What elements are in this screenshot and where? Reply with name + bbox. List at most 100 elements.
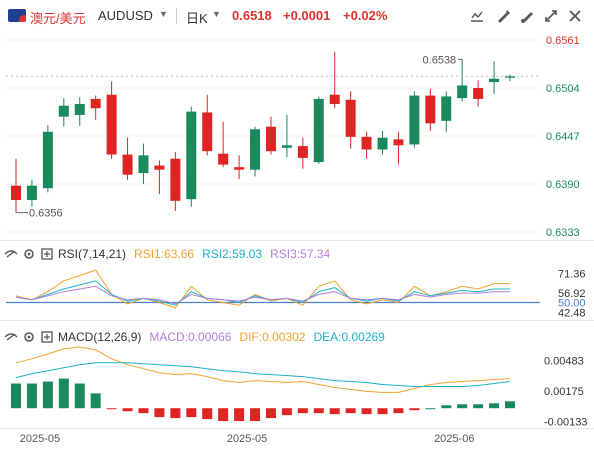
macd-axis-tick: 0.00483 (544, 355, 584, 367)
macd-bar (234, 408, 245, 422)
settings-gear-icon[interactable] (22, 330, 36, 344)
close-icon[interactable] (566, 7, 584, 25)
candle-body (441, 96, 452, 121)
toolbar: 澳元/美元 AUDUSD ▼ 日K ▼ 0.6518 +0.0001 +0.02… (0, 0, 594, 32)
candle-body (106, 94, 117, 155)
macd-bar (58, 378, 69, 409)
rsi-label: RSI(7,14,21) (58, 247, 127, 261)
rsi-line-rsi3 (15, 285, 510, 305)
macd-bar (186, 408, 197, 418)
candle-body (377, 137, 388, 150)
rsi-axis-tick: 50.00 (558, 298, 586, 310)
rsi-axis-tick: 71.36 (558, 269, 586, 281)
candle-body (505, 76, 515, 78)
macd-bar (393, 408, 404, 414)
date-axis-label: 2025-05 (227, 433, 267, 445)
price-change-pct: +0.02% (343, 8, 388, 23)
rsi3-value: RSI3:57.34 (270, 247, 331, 261)
macd-bar (90, 393, 101, 409)
macd-line-dif (15, 346, 511, 393)
chart-type-icon[interactable] (468, 7, 486, 25)
price-axis-tick: 0.6390 (546, 179, 580, 191)
macd-bar (138, 408, 149, 414)
toolbar-divider (176, 8, 177, 24)
price-axis-tick: 0.6447 (546, 131, 580, 143)
candle-body (265, 126, 276, 152)
date-axis-label: 2025-05 (20, 433, 60, 445)
settings-gear-icon[interactable] (22, 247, 36, 261)
candle-body (26, 185, 37, 200)
macd-bar (313, 408, 324, 414)
macd-bar (170, 408, 181, 419)
candle-body (42, 131, 53, 189)
candle-body (186, 111, 197, 200)
macd-axis-tick: -0.00133 (544, 416, 587, 428)
macd-bar (74, 383, 85, 409)
macd-header: MACD(12,26,9) MACD:0.00066 DIF:0.00302 D… (4, 329, 393, 345)
fullscreen-icon[interactable] (542, 7, 560, 25)
macd-bar (265, 408, 276, 419)
macd-bar (473, 404, 484, 409)
candle-body (90, 98, 101, 109)
macd-bar (441, 405, 452, 409)
macd-label: MACD(12,26,9) (58, 330, 142, 344)
price-axis-tick: 0.6561 (546, 35, 580, 47)
pane-divider (0, 320, 594, 321)
candle-body (11, 185, 21, 200)
symbol-label[interactable]: AUDUSD (98, 8, 153, 23)
macd-value: MACD:0.00066 (149, 330, 232, 344)
date-axis-label: 2025-06 (434, 433, 474, 445)
expand-box-icon[interactable] (40, 247, 54, 261)
candle-body (74, 104, 85, 115)
draw-icon[interactable] (494, 7, 512, 25)
candle-body (297, 146, 308, 158)
last-price: 0.6518 (232, 8, 272, 23)
candle-body (250, 129, 261, 170)
macd-bar (106, 408, 117, 410)
macd-bar (329, 408, 340, 415)
candle-body (393, 139, 404, 146)
macd-bar (122, 408, 133, 412)
macd-bar (505, 401, 515, 409)
macd-bar (345, 408, 356, 414)
macd-axis-tick: 0.00175 (544, 386, 584, 398)
expand-box-icon[interactable] (40, 330, 54, 344)
rsi-header: RSI(7,14,21) RSI1:63.66 RSI2:59.03 RSI3:… (4, 246, 338, 262)
candle-body (281, 145, 292, 148)
symbol-dropdown-icon[interactable]: ▼ (159, 9, 168, 19)
dif-value: DIF:0.00302 (239, 330, 306, 344)
rsi-axis-tick: 42.48 (558, 308, 586, 320)
hide-eye-icon[interactable] (4, 330, 18, 344)
rsi2-value: RSI2:59.03 (202, 247, 263, 261)
pair-name[interactable]: 澳元/美元 (30, 11, 86, 26)
candle-body (361, 136, 372, 150)
candle-body (425, 95, 436, 124)
candle-body (313, 98, 324, 163)
australia-flag-icon (8, 9, 26, 22)
candle-body (122, 154, 133, 175)
price-axis-tick: 0.6504 (546, 83, 580, 95)
dea-value: DEA:0.00269 (313, 330, 385, 344)
rsi-line-rsi2 (15, 280, 510, 306)
macd-bar (26, 383, 37, 409)
price-change: +0.0001 (283, 8, 331, 23)
candle-body (154, 165, 165, 170)
period-dropdown-icon[interactable]: ▼ (212, 9, 221, 19)
macd-bar (425, 408, 436, 410)
pane-divider (0, 240, 594, 241)
price-axis-tick: 0.6333 (546, 227, 580, 239)
candle-body (345, 99, 356, 137)
period-selector[interactable]: 日K (186, 11, 208, 26)
macd-bar (409, 408, 420, 411)
macd-bar (218, 408, 229, 422)
candle-body (202, 112, 213, 152)
candle-body (218, 153, 229, 165)
macd-bar (489, 403, 500, 409)
rsi1-value: RSI1:63.66 (134, 247, 195, 261)
brush-icon[interactable] (518, 7, 536, 25)
hide-eye-icon[interactable] (4, 247, 18, 261)
macd-bar (361, 408, 372, 415)
macd-bar (11, 383, 21, 409)
macd-line-dea (15, 362, 511, 387)
